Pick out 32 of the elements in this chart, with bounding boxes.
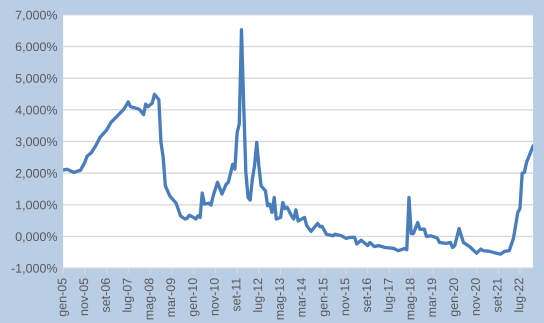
y-tick-label: 7,000% bbox=[16, 10, 58, 21]
x-tick-label: gen-10 bbox=[188, 278, 200, 316]
x-tick-label: nov-05 bbox=[79, 278, 88, 316]
x-tick-label: mar-09 bbox=[166, 278, 176, 317]
x-tick-label: mag-13 bbox=[275, 278, 286, 320]
y-tick-label: 0,000% bbox=[16, 232, 58, 243]
y-tick-label: 2,000% bbox=[16, 168, 58, 180]
x-tick-label: lug-12 bbox=[253, 278, 265, 312]
x-tick-label: set-11 bbox=[232, 278, 240, 312]
x-tick-label: set-21 bbox=[492, 278, 502, 312]
x-tick-label: gen-05 bbox=[58, 278, 69, 316]
line-series bbox=[63, 28, 534, 256]
x-tick-label: mag-18 bbox=[406, 278, 417, 320]
y-tick-label: 6,000% bbox=[16, 42, 58, 53]
x-tick-label: nov-20 bbox=[471, 278, 480, 316]
x-tick-label: lug-22 bbox=[514, 278, 526, 312]
y-tick-label: 4,000% bbox=[15, 106, 58, 116]
x-tick-label: gen-15 bbox=[318, 278, 330, 316]
x-tick-label: lug-07 bbox=[122, 278, 134, 312]
x-tick-label: nov-10 bbox=[210, 278, 219, 316]
y-tick-label: 3,000% bbox=[16, 137, 58, 148]
x-tick-label: mar-19 bbox=[427, 278, 436, 317]
y-tick-label: 1,000% bbox=[16, 200, 58, 211]
x-tick-label: nov-15 bbox=[340, 278, 350, 316]
y-tick-label: 5,000% bbox=[16, 74, 58, 84]
x-tick-label: lug-17 bbox=[384, 278, 396, 312]
x-tick-label: set-06 bbox=[101, 278, 110, 312]
x-tick-label: mag-08 bbox=[144, 278, 156, 320]
y-tick-label: -1,000% bbox=[12, 264, 58, 274]
x-tick-label: mar-14 bbox=[296, 278, 306, 317]
x-tick-label: set-16 bbox=[362, 278, 372, 312]
x-tick-label: gen-20 bbox=[449, 278, 461, 316]
